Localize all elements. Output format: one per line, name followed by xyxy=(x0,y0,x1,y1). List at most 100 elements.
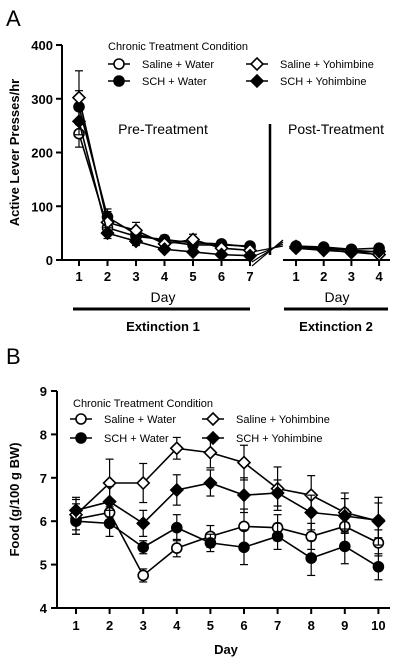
y-tick-label: 300 xyxy=(31,92,53,107)
data-point xyxy=(171,542,183,554)
series-pre-0 xyxy=(73,119,256,253)
data-point xyxy=(214,247,229,262)
y-tick-label: 4 xyxy=(40,601,48,616)
panel-label-b: B xyxy=(6,344,21,369)
legend-entry: SCH + Yohimbine xyxy=(236,433,323,445)
data-point xyxy=(371,513,386,528)
y-tick-label: 400 xyxy=(31,38,53,53)
data-point xyxy=(71,90,87,105)
series-line xyxy=(75,447,379,522)
data-point xyxy=(203,445,218,460)
x-axis-label-post: Day xyxy=(325,289,350,305)
data-point xyxy=(305,530,318,543)
x-tick-label-post: 1 xyxy=(292,269,299,284)
axis-break-line-2 xyxy=(251,241,284,263)
legend-marker xyxy=(249,73,265,89)
data-point xyxy=(271,530,284,543)
x-axis-label-pre: Day xyxy=(151,289,176,305)
x-tick-label: 6 xyxy=(240,618,247,633)
y-tick-label: 100 xyxy=(31,199,53,214)
x-tick-label-pre: 7 xyxy=(246,269,253,284)
y-tick-label: 5 xyxy=(40,558,47,573)
extinction-2-label: Extinction 2 xyxy=(299,319,373,334)
x-tick-label-post: 4 xyxy=(375,269,383,284)
data-point xyxy=(68,503,84,518)
data-point xyxy=(136,516,151,531)
data-point xyxy=(288,239,304,254)
data-point xyxy=(203,475,218,491)
legend-marker xyxy=(205,430,221,446)
legend-marker xyxy=(205,411,221,427)
data-point xyxy=(236,488,252,503)
legend-marker xyxy=(75,432,87,444)
axis-break-line-1 xyxy=(251,243,284,258)
series-post-3 xyxy=(288,239,387,260)
panel-label-a: A xyxy=(6,6,21,31)
y-tick-label: 6 xyxy=(40,514,47,529)
series-0 xyxy=(70,498,385,583)
data-point xyxy=(100,225,115,241)
series-line xyxy=(295,245,380,254)
series-pre-2 xyxy=(71,70,258,258)
data-point xyxy=(242,248,258,263)
legend-entry: Saline + Water xyxy=(142,59,214,71)
pre-treatment-label: Pre-Treatment xyxy=(118,121,208,137)
x-tick-label-pre: 1 xyxy=(75,269,82,284)
legend-marker xyxy=(113,58,125,70)
data-point xyxy=(103,517,116,530)
x-tick-label-pre: 2 xyxy=(104,269,111,284)
post-treatment-label: Post-Treatment xyxy=(288,121,384,137)
data-point xyxy=(185,244,201,260)
axis-break-line-0 xyxy=(251,245,284,253)
legend-title: Chronic Treatment Condition xyxy=(73,398,213,410)
y-axis-label: Food (g/100 g BW) xyxy=(7,442,22,556)
y-tick-label: 9 xyxy=(40,384,47,399)
x-tick-label: 8 xyxy=(308,618,315,633)
series-pre-1 xyxy=(73,90,256,252)
y-tick-label: 200 xyxy=(31,146,53,161)
legend-title: Chronic Treatment Condition xyxy=(108,41,248,53)
data-point xyxy=(137,569,149,582)
data-point xyxy=(316,242,331,257)
data-point xyxy=(136,475,151,491)
data-point xyxy=(128,234,144,249)
x-tick-label-pre: 6 xyxy=(218,269,225,284)
data-point xyxy=(157,242,172,257)
data-point xyxy=(236,455,252,470)
y-tick-label: 0 xyxy=(46,253,53,268)
axis-break-line-3 xyxy=(251,239,284,267)
series-line xyxy=(75,511,379,577)
panel-a: A 0 100 200 300 400 Active Lever Presses/hr 1 2 3… xyxy=(6,6,390,334)
x-tick-label-pre: 5 xyxy=(189,269,196,284)
x-tick-label: 7 xyxy=(274,618,281,633)
data-point xyxy=(372,560,385,573)
series-1 xyxy=(70,507,385,581)
data-point xyxy=(304,505,319,520)
data-point xyxy=(71,114,87,129)
data-point xyxy=(102,494,117,509)
x-tick-label-post: 2 xyxy=(320,269,327,284)
x-tick-label: 10 xyxy=(371,618,385,633)
series-line xyxy=(295,245,380,251)
legend-entry: SCH + Yohimbine xyxy=(280,76,367,88)
series-pre-3 xyxy=(71,107,258,263)
data-point xyxy=(137,541,149,554)
x-tick-label-pre: 3 xyxy=(132,269,139,284)
x-tick-label: 1 xyxy=(72,618,79,633)
data-point xyxy=(169,441,184,456)
legend-marker xyxy=(249,56,265,72)
series-line xyxy=(75,482,379,525)
legend-marker xyxy=(113,75,125,87)
y-tick-label: 8 xyxy=(40,427,47,442)
legend-entry: Saline + Yohimbine xyxy=(236,414,330,426)
data-point xyxy=(270,485,285,501)
legend-entry: SCH + Water xyxy=(104,433,169,445)
x-tick-label: 5 xyxy=(207,618,214,633)
x-tick-label-post: 3 xyxy=(348,269,355,284)
data-point xyxy=(169,482,184,498)
series-3 xyxy=(68,469,386,539)
x-tick-label: 4 xyxy=(173,618,181,633)
extinction-1-label: Extinction 1 xyxy=(126,319,200,334)
data-point xyxy=(171,521,183,534)
